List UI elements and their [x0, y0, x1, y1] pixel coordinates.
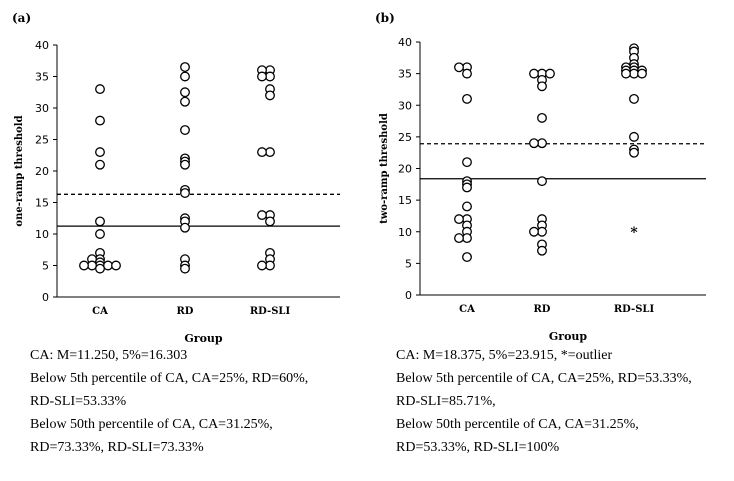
panel-b-x-axis-title: Group: [549, 330, 588, 343]
panel-b-data-point: [462, 68, 472, 79]
panel-a-y-tick-label: 0: [42, 291, 49, 304]
panel-b-data-point: [637, 68, 647, 79]
panel-b-y-tick-label: 25: [398, 131, 412, 144]
panel-b-data-point: [537, 176, 547, 187]
panel-b-x-tick-label: RD-SLI: [614, 304, 655, 315]
panel-b-data-point: [629, 147, 639, 158]
panel-a-y-tick-label: 35: [35, 71, 49, 84]
panel-a-data-point: [265, 71, 275, 82]
panel-b-data-point: [529, 226, 539, 237]
panel-a-y-axis-title: one-ramp threshold: [14, 115, 25, 226]
panel-b-note: Below 5th percentile of CA, CA=25%, RD=5…: [396, 371, 692, 386]
panel-b-data-point: [529, 138, 539, 149]
panel-b-data-point: [462, 157, 472, 168]
panel-a-y-tick-label: 30: [35, 102, 49, 115]
panel-a-data-point: [180, 62, 190, 73]
panel-a-label: (a): [12, 11, 31, 25]
panel-a-data-point: [180, 263, 190, 274]
panel-a-data-point: [180, 87, 190, 98]
panel-b-data-point: [462, 233, 472, 244]
panel-a-data-point: [180, 222, 190, 233]
panel-b-data-point: [454, 214, 464, 225]
panel-b-data-point: [629, 131, 639, 142]
panel-b-note: Below 50th percentile of CA, CA=31.25%,: [396, 417, 639, 432]
panel-a-note: Below 5th percentile of CA, CA=25%, RD=6…: [30, 371, 309, 386]
panel-a-x-tick-label: RD: [177, 306, 194, 317]
panel-b-data-point: [462, 93, 472, 104]
panel-b-label: (b): [375, 11, 395, 25]
panel-a-x-axis-title: Group: [184, 332, 223, 345]
panel-a-y-tick-label: 40: [35, 39, 49, 52]
panel-a-note: RD=73.33%, RD-SLI=73.33%: [30, 440, 204, 455]
panel-a-data-point: [265, 147, 275, 158]
panel-b-y-tick-label: 30: [398, 99, 412, 112]
panel-a-data-point: [87, 260, 97, 271]
panel-a-data-point: [111, 260, 121, 271]
panel-a-data-point: [95, 159, 105, 170]
panel-b-note: RD=53.33%, RD-SLI=100%: [396, 440, 560, 455]
panel-b-y-tick-label: 20: [398, 163, 412, 176]
panel-b-data-point: [537, 81, 547, 92]
panel-a-data-point: [265, 90, 275, 101]
panel-b-y-tick-label: 35: [398, 68, 412, 81]
panel-b-data-point: [454, 62, 464, 73]
panel-b-data-point: [462, 201, 472, 212]
panel-a-data-point: [95, 115, 105, 126]
panel-b-data-point: [454, 233, 464, 244]
panel-b-data-point: [529, 68, 539, 79]
panel-a-note: RD-SLI=53.33%: [30, 394, 127, 409]
panel-b-x-tick-label: CA: [459, 304, 475, 315]
panel-b-data-point: [621, 68, 631, 79]
panel-b-x-tick-label: RD: [534, 304, 551, 315]
panel-a-y-tick-label: 20: [35, 165, 49, 178]
panel-a-data-point: [180, 188, 190, 199]
panel-b-data-point: [629, 93, 639, 104]
panel-a-y-tick-label: 10: [35, 228, 49, 241]
panel-b-y-tick-label: 40: [398, 36, 412, 49]
panel-a-data-point: [180, 96, 190, 107]
panel-a-note: CA: M=11.250, 5%=16.303: [30, 348, 188, 363]
panel-b-y-tick-label: 10: [398, 226, 412, 239]
panel-a-data-point: [265, 260, 275, 271]
panel-b-data-point: [462, 252, 472, 262]
panel-b-data-point: [545, 68, 555, 79]
panel-b-data-point: [537, 138, 547, 149]
panel-a-x-tick-label: CA: [92, 306, 108, 317]
panel-a-notes: CA: M=11.250, 5%=16.303 Below 5th percen…: [30, 344, 308, 459]
panel-a-y-tick-label: 5: [42, 260, 49, 273]
panel-a-data-point: [265, 216, 275, 227]
panel-a-data-point: [95, 229, 105, 239]
panel-b-note: RD-SLI=85.71%,: [396, 394, 496, 409]
panel-b-note: CA: M=18.375, 5%=23.915, *=outlier: [396, 348, 613, 363]
panel-a-data-point: [257, 210, 267, 221]
panel-a-y-tick-label: 25: [35, 134, 49, 147]
panel-a-note: Below 50th percentile of CA, CA=31.25%,: [30, 417, 273, 432]
panel-a-data-point: [79, 260, 89, 271]
panel-a-y-tick-label: 15: [35, 197, 49, 210]
panel-b-y-tick-label: 15: [398, 194, 412, 207]
panel-b-data-point: [537, 245, 547, 256]
panel-b-y-tick-label: 0: [405, 289, 412, 302]
panel-b-data-point: [537, 226, 547, 237]
panel-b-data-point: [537, 112, 547, 123]
panel-a-data-point: [95, 263, 105, 274]
panel-a-data-point: [103, 260, 113, 271]
panel-a-data-point: [257, 260, 267, 271]
panel-a-data-point: [95, 84, 105, 95]
panel-b-outlier-marker: *: [630, 225, 638, 241]
panel-b-data-point: [629, 68, 639, 79]
panel-a-data-point: [180, 71, 190, 82]
panel-b-data-point: [462, 182, 472, 193]
panel-a-data-point: [257, 71, 267, 82]
panel-a-data-point: [95, 216, 105, 227]
panel-b-y-axis-title: two-ramp threshold: [379, 113, 390, 224]
panel-b-notes: CA: M=18.375, 5%=23.915, *=outlier Below…: [396, 344, 692, 459]
panel-a-data-point: [180, 159, 190, 170]
panel-a-data-point: [95, 147, 105, 158]
panel-b-y-tick-label: 5: [405, 257, 412, 270]
panel-a-x-tick-label: RD-SLI: [250, 306, 291, 317]
panel-a-data-point: [180, 125, 190, 136]
panel-a-data-point: [257, 147, 267, 158]
